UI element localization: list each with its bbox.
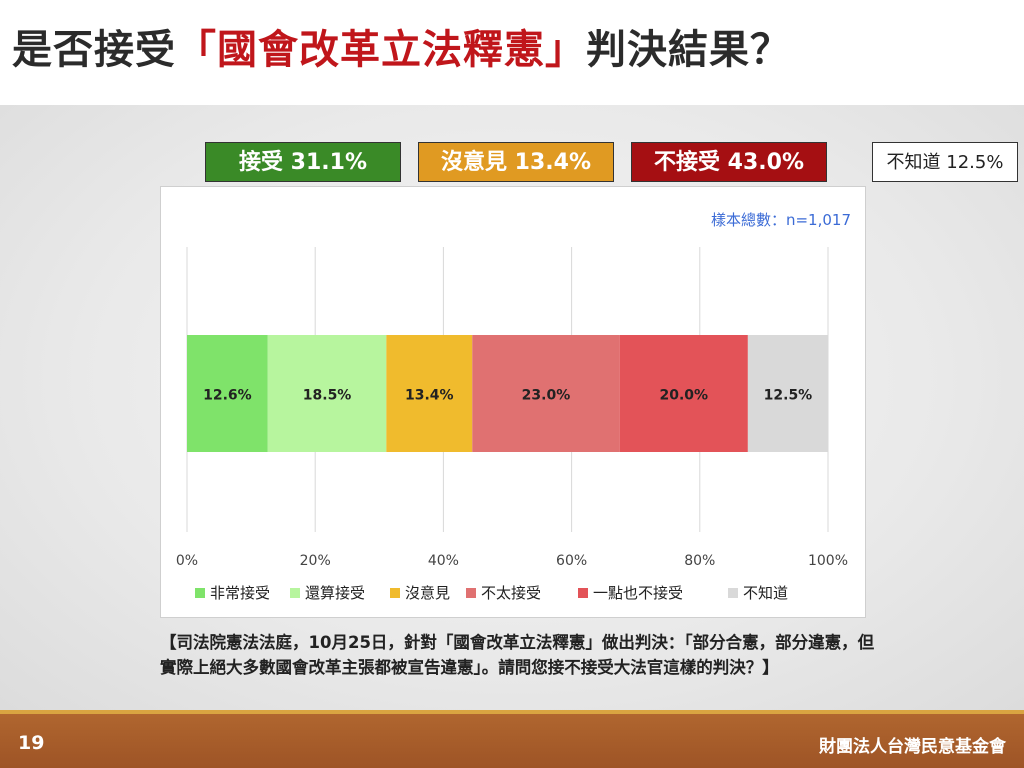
data-label: 18.5% bbox=[303, 388, 352, 404]
data-label: 13.4% bbox=[405, 388, 454, 404]
organization-name: 財團法人台灣民意基金會 bbox=[819, 737, 1006, 757]
bar-segment bbox=[187, 335, 268, 452]
bar-segment bbox=[747, 335, 828, 452]
legend-swatch bbox=[390, 588, 400, 598]
bar-segment bbox=[386, 335, 473, 452]
footer-bar: 19 財團法人台灣民意基金會 bbox=[0, 710, 1024, 768]
bar-segment bbox=[619, 335, 748, 452]
tick-label: 60% bbox=[556, 553, 587, 569]
stacked-bar-chart: 樣本總數：n=1,017 12.6% 18.5% 13.4% 23.0% 20.0% 12… bbox=[176, 211, 851, 602]
legend-label: 不知道 bbox=[743, 584, 788, 602]
bar-segment bbox=[472, 335, 620, 452]
title-prefix: 是否接受 bbox=[12, 27, 176, 73]
data-label: 12.6% bbox=[203, 388, 252, 404]
summary-accept: 接受 31.1% bbox=[205, 142, 401, 182]
summary-not-accept: 不接受 43.0% bbox=[631, 142, 827, 182]
data-label: 12.5% bbox=[764, 388, 813, 404]
legend-swatch bbox=[195, 588, 205, 598]
legend-swatch bbox=[728, 588, 738, 598]
legend-swatch bbox=[466, 588, 476, 598]
slide-title: 是否接受「國會改革立法釋憲」判決結果？ bbox=[12, 20, 791, 80]
legend-label: 一點也不接受 bbox=[593, 584, 683, 602]
bar-segment bbox=[267, 335, 387, 452]
sample-size-note: 樣本總數：n=1,017 bbox=[711, 211, 851, 229]
tick-label: 80% bbox=[684, 553, 715, 569]
tick-label: 100% bbox=[808, 553, 848, 569]
legend-swatch bbox=[290, 588, 300, 598]
title-suffix: 判決結果？ bbox=[586, 27, 791, 73]
legend-label: 還算接受 bbox=[305, 584, 365, 602]
chart-panel: 樣本總數：n=1,017 12.6% 18.5% 13.4% 23.0% 20.0% 12… bbox=[160, 186, 866, 618]
summary-dont-know: 不知道 12.5% bbox=[872, 142, 1018, 182]
survey-question: 【司法院憲法法庭，10月25日，針對「國會改革立法釋憲」做出判決：「部分合憲，部… bbox=[160, 633, 875, 677]
legend-label: 沒意見 bbox=[405, 584, 450, 602]
tick-label: 40% bbox=[428, 553, 459, 569]
tick-label: 20% bbox=[300, 553, 331, 569]
page-number: 19 bbox=[18, 732, 45, 754]
legend-swatch bbox=[578, 588, 588, 598]
title-highlight: 「國會改革立法釋憲」 bbox=[176, 27, 586, 73]
data-label: 20.0% bbox=[659, 388, 708, 404]
tick-label: 0% bbox=[176, 553, 198, 569]
legend-label: 非常接受 bbox=[210, 584, 270, 602]
data-label: 23.0% bbox=[522, 388, 571, 404]
legend-label: 不太接受 bbox=[481, 584, 541, 602]
summary-no-opinion: 沒意見 13.4% bbox=[418, 142, 614, 182]
